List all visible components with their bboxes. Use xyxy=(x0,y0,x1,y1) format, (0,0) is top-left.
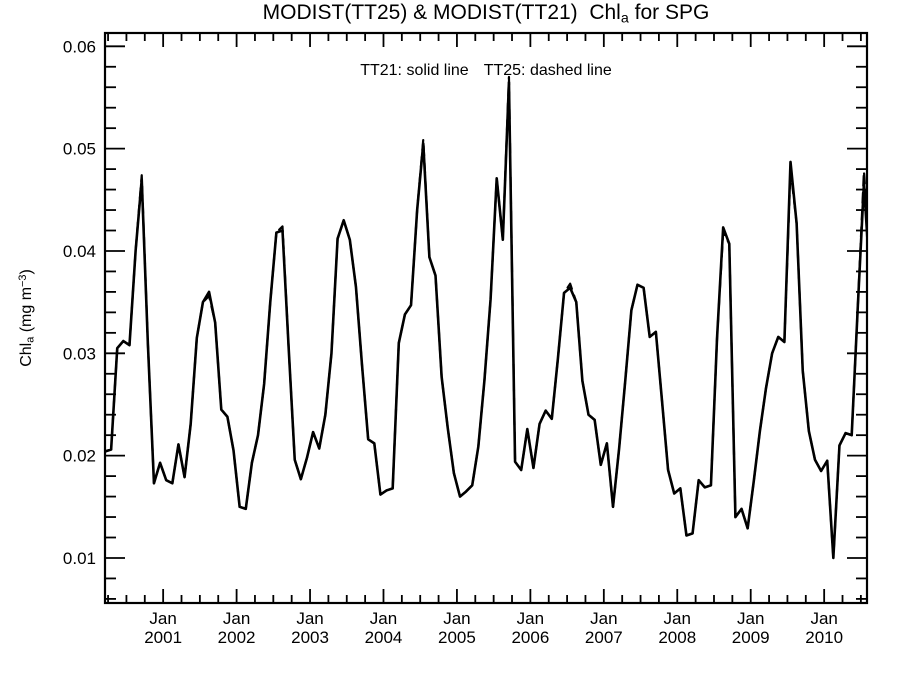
tt21-line-solid xyxy=(105,80,867,560)
x-tick-label-year: 2008 xyxy=(658,628,696,647)
x-tick-label-month: Jan xyxy=(590,609,617,628)
y-axis-label-units: (mg m xyxy=(18,286,35,337)
x-tick-label-month: Jan xyxy=(737,609,764,628)
y-axis-label-sub-a: a xyxy=(24,336,37,343)
legend-tt21-solid: TT21: solid line xyxy=(360,62,469,79)
x-tick-label-month: Jan xyxy=(223,609,250,628)
y-axis-label-close-paren: ) xyxy=(18,269,35,275)
x-tick-label-year: 2004 xyxy=(365,628,403,647)
chart-title-subscript: a xyxy=(620,10,629,27)
x-tick-label-year: 2005 xyxy=(438,628,476,647)
x-tick-label-year: 2007 xyxy=(585,628,623,647)
chart-title-main: MODIST(TT25) & MODIST(TT21) Chl xyxy=(262,1,621,24)
plot-frame xyxy=(103,31,869,605)
x-tick-label-month: Jan xyxy=(296,609,323,628)
x-tick-label-year: 2001 xyxy=(144,628,182,647)
y-axis-label-chl: Chl xyxy=(18,342,35,367)
y-axis-label-exponent: −3 xyxy=(17,274,30,287)
x-tick-label-month: Jan xyxy=(517,609,544,628)
tt25-line-dashed xyxy=(105,75,867,560)
chart-title: MODIST(TT25) & MODIST(TT21) Chla for SPG xyxy=(105,1,867,27)
x-tick-label-year: 2002 xyxy=(218,628,256,647)
x-tick-label-month: Jan xyxy=(443,609,470,628)
x-tick-label-year: 2010 xyxy=(805,628,843,647)
x-tick-label-month: Jan xyxy=(810,609,837,628)
y-tick-label: 0.05 xyxy=(63,140,96,159)
x-tick-label-year: 2009 xyxy=(732,628,770,647)
x-tick-label-month: Jan xyxy=(149,609,176,628)
x-tick-label-year: 2006 xyxy=(511,628,549,647)
y-axis-ticks xyxy=(105,45,867,600)
y-axis-label: Chla (mg m−3) xyxy=(17,269,37,367)
chart-title-suffix: for SPG xyxy=(628,1,710,24)
y-tick-label: 0.04 xyxy=(63,242,96,261)
y-tick-label: 0.06 xyxy=(63,37,96,56)
x-tick-label-month: Jan xyxy=(370,609,397,628)
y-tick-label: 0.01 xyxy=(63,549,96,568)
y-tick-label: 0.03 xyxy=(63,344,96,363)
x-tick-label-month: Jan xyxy=(664,609,691,628)
y-tick-label: 0.02 xyxy=(63,447,96,466)
y-tick-labels: 0.01 0.02 0.03 0.04 0.05 0.06 xyxy=(63,37,96,568)
x-tick-labels: Jan2001Jan2002Jan2003Jan2004Jan2005Jan20… xyxy=(144,609,843,647)
x-tick-label-year: 2003 xyxy=(291,628,329,647)
legend-tt25-dashed: TT25: dashed line xyxy=(483,62,612,79)
x-axis-ticks xyxy=(107,33,862,603)
legend-note: TT21: solid line TT25: dashed line xyxy=(105,62,867,80)
